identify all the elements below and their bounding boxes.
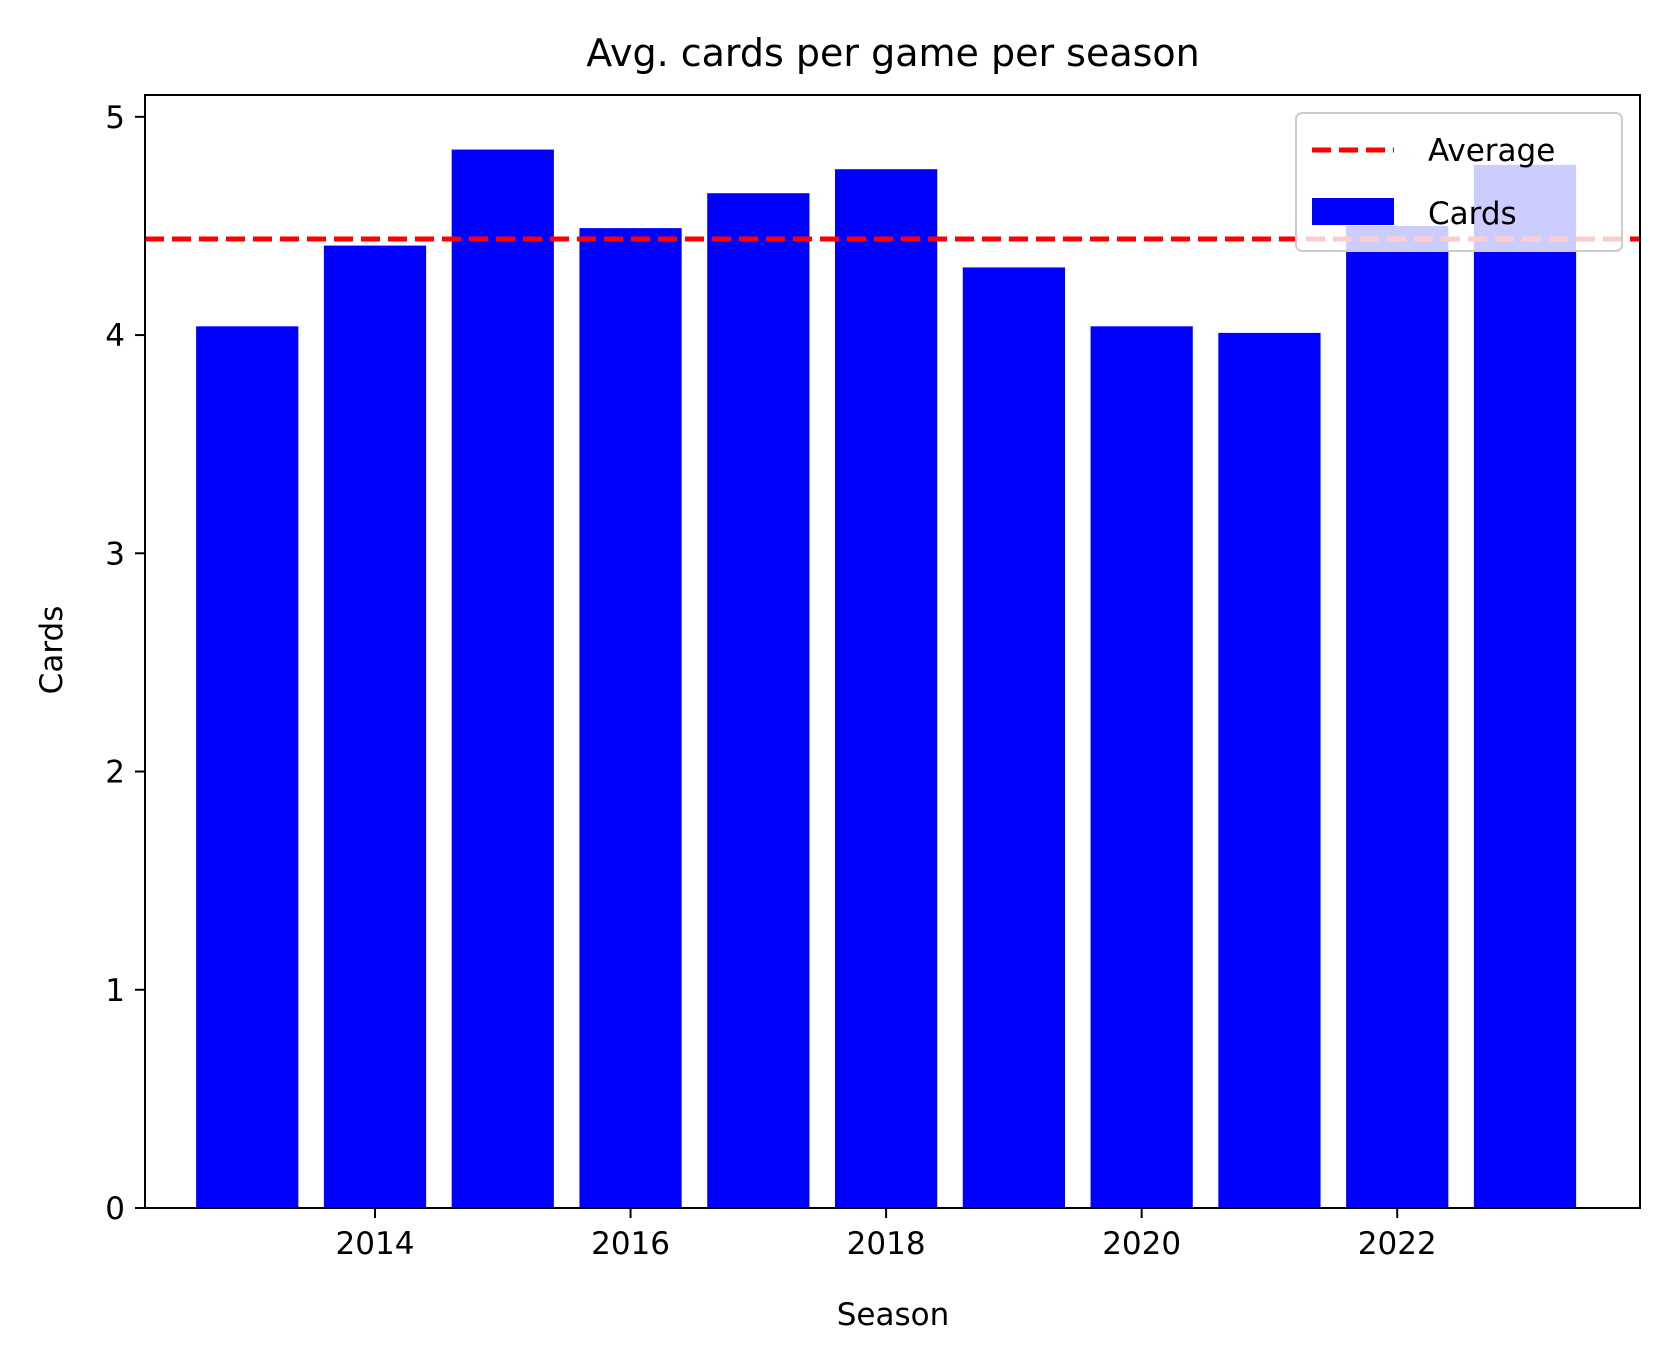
y-axis-label: Cards bbox=[34, 606, 70, 695]
chart-title: Avg. cards per game per season bbox=[586, 31, 1200, 75]
x-axis-label: Season bbox=[837, 1297, 950, 1333]
legend: Average Cards bbox=[1295, 112, 1623, 252]
y-tick-label-5: 5 bbox=[105, 100, 125, 136]
bar-2018 bbox=[835, 169, 938, 1209]
y-tick-label-4: 4 bbox=[105, 318, 125, 354]
y-tick-label-0: 0 bbox=[105, 1191, 125, 1227]
bar-2017 bbox=[707, 193, 810, 1209]
x-tick-label-2020: 2020 bbox=[1102, 1226, 1181, 1262]
bar-2016 bbox=[579, 228, 682, 1208]
x-tick-label-2014: 2014 bbox=[336, 1226, 415, 1262]
bar-2022 bbox=[1346, 225, 1449, 1209]
bar-2015 bbox=[451, 149, 554, 1208]
legend-cards-swatch bbox=[1312, 198, 1394, 225]
x-tick-label-2022: 2022 bbox=[1358, 1226, 1437, 1262]
y-tick-label-3: 3 bbox=[105, 536, 125, 572]
legend-cards-label: Cards bbox=[1428, 196, 1517, 232]
x-axis-ticks: 2014 2016 2018 2020 2022 bbox=[336, 1208, 1437, 1262]
bar-2014 bbox=[323, 245, 427, 1209]
y-axis-ticks: 0 1 2 3 4 5 bbox=[105, 100, 145, 1227]
x-tick-label-2016: 2016 bbox=[591, 1226, 670, 1262]
bar-2020 bbox=[1090, 326, 1193, 1208]
plot-frame bbox=[144, 94, 1641, 1209]
legend-average-label: Average bbox=[1428, 133, 1555, 169]
x-tick-label-2018: 2018 bbox=[847, 1226, 926, 1262]
y-tick-label-2: 2 bbox=[105, 755, 125, 791]
bars-group bbox=[196, 149, 1577, 1209]
bar-2013 bbox=[196, 326, 299, 1208]
bar-2021 bbox=[1218, 332, 1321, 1208]
bar-2019 bbox=[962, 267, 1065, 1208]
y-tick-label-1: 1 bbox=[105, 973, 125, 1009]
bar-2023 bbox=[1473, 164, 1577, 1208]
